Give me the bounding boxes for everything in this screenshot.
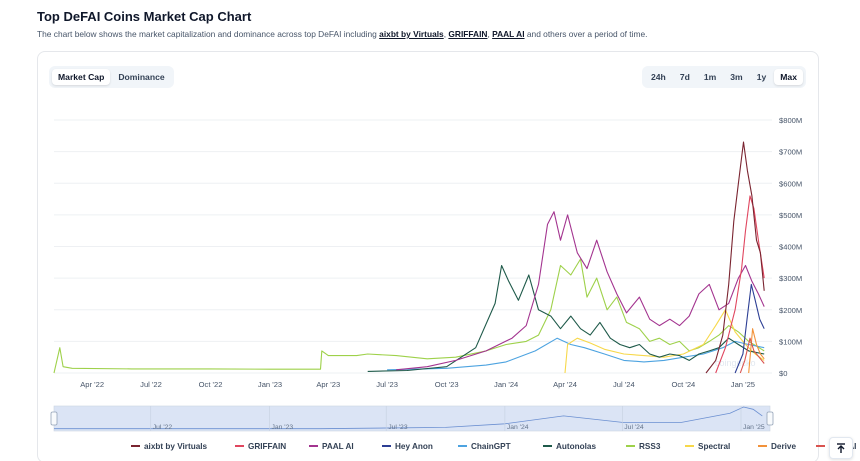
y-tick-label: $500M: [779, 211, 802, 220]
x-tick-label: Jan '25: [731, 380, 755, 389]
legend-label: Spectral: [698, 442, 730, 451]
y-tick-label: $400M: [779, 243, 802, 252]
range-max-button[interactable]: Max: [774, 69, 803, 85]
y-tick-label: $100M: [779, 337, 802, 346]
tab-dominance[interactable]: Dominance: [118, 72, 165, 82]
navigator-tick-label: Jul '22: [153, 424, 173, 431]
x-tick-label: Oct '24: [671, 380, 695, 389]
range-1m-button[interactable]: 1m: [703, 72, 717, 82]
x-tick-label: Jul '23: [376, 380, 398, 389]
x-tick-label: Oct '23: [435, 380, 459, 389]
y-tick-label: $0: [779, 369, 787, 378]
x-tick-label: Jan '23: [258, 380, 282, 389]
desc-separator: ,: [443, 29, 449, 39]
legend-item-aixbt-by-virtuals[interactable]: aixbt by Virtuals: [131, 442, 208, 451]
series-line-paal-ai: [396, 211, 765, 371]
y-tick-label: $700M: [779, 148, 802, 157]
legend-label: PAAL AI: [322, 442, 354, 451]
y-tick-label: $800M: [779, 116, 802, 125]
legend-item-spectral[interactable]: Spectral: [685, 442, 730, 451]
x-tick-label: Jul '22: [140, 380, 162, 389]
back-to-top-button[interactable]: [829, 437, 853, 459]
legend-label: aixbt by Virtuals: [144, 442, 208, 451]
series-line-spectral: [564, 309, 765, 374]
coin-link-griffain[interactable]: GRIFFAIN: [448, 29, 488, 39]
navigator-tick-label: Jul '23: [388, 424, 408, 431]
page-title: Top DeFAI Coins Market Cap Chart: [37, 9, 252, 24]
tab-market-cap[interactable]: Market Cap: [52, 69, 111, 85]
legend-item-hey-anon[interactable]: Hey Anon: [382, 442, 433, 451]
series-line-rss3: [53, 258, 765, 374]
x-tick-label: Apr '22: [80, 380, 104, 389]
legend-item-paal-ai[interactable]: PAAL AI: [309, 442, 354, 451]
x-tick-label: Apr '23: [316, 380, 340, 389]
navigator-tick-label: Jan '23: [271, 424, 293, 431]
range-1y-button[interactable]: 1y: [756, 72, 767, 82]
legend-label: RSS3: [639, 442, 661, 451]
x-tick-label: Jul '24: [613, 380, 635, 389]
range-24h-button[interactable]: 24h: [651, 72, 666, 82]
legend-label: Derive: [771, 442, 796, 451]
desc-prefix: The chart below shows the market capital…: [37, 29, 380, 39]
legend-item-autonolas[interactable]: Autonolas: [543, 442, 596, 451]
series-line-autonolas: [367, 264, 765, 372]
chart-card: [37, 51, 819, 461]
series-line-aixbt-by-virtuals: [705, 141, 765, 374]
series-line-chaingpt: [387, 337, 765, 371]
series-line-hey-anon: [734, 283, 765, 374]
navigator-left-handle[interactable]: [50, 411, 58, 426]
page-description: The chart below shows the market capital…: [37, 29, 647, 39]
y-tick-label: $300M: [779, 274, 802, 283]
series-line-griffain: [715, 195, 765, 374]
navigator-range: [53, 405, 771, 432]
y-tick-label: $600M: [779, 179, 802, 188]
range-7d-button[interactable]: 7d: [679, 72, 690, 82]
legend-label: Autonolas: [556, 442, 596, 451]
coin-link-aixbt[interactable]: aixbt by Virtuals: [379, 29, 444, 39]
navigator-tick-label: Jul '24: [624, 424, 644, 431]
x-tick-label: Apr '24: [553, 380, 577, 389]
series-line-hive-ai: [739, 337, 765, 374]
navigator-tick-label: Jan '25: [743, 424, 765, 431]
y-tick-label: $200M: [779, 306, 802, 315]
legend-label: ChainGPT: [471, 442, 511, 451]
coin-link-paal-ai[interactable]: PAAL AI: [492, 29, 525, 39]
legend-item-griffain[interactable]: GRIFFAIN: [235, 442, 286, 451]
range-toggle: 24h 7d 1m 3m 1y Max: [642, 66, 806, 88]
legend-item-rss3[interactable]: RSS3: [626, 442, 661, 451]
legend-item-chaingpt[interactable]: ChainGPT: [458, 442, 511, 451]
navigator-right-handle[interactable]: [766, 411, 774, 426]
navigator-tick-label: Jan '24: [507, 424, 529, 431]
x-tick-label: Oct '22: [199, 380, 223, 389]
range-3m-button[interactable]: 3m: [730, 72, 743, 82]
x-tick-label: Jan '24: [494, 380, 518, 389]
view-toggle: Market Cap Dominance: [49, 66, 174, 88]
desc-separator: ,: [487, 29, 493, 39]
watermark: coingecko: [715, 358, 756, 368]
arrow-up-to-line-icon: [837, 442, 845, 453]
legend-item-derive[interactable]: Derive: [758, 442, 796, 451]
legend-label: Hey Anon: [395, 442, 433, 451]
legend-label: GRIFFAIN: [248, 442, 286, 451]
desc-suffix: and others over a period of time.: [524, 29, 648, 39]
